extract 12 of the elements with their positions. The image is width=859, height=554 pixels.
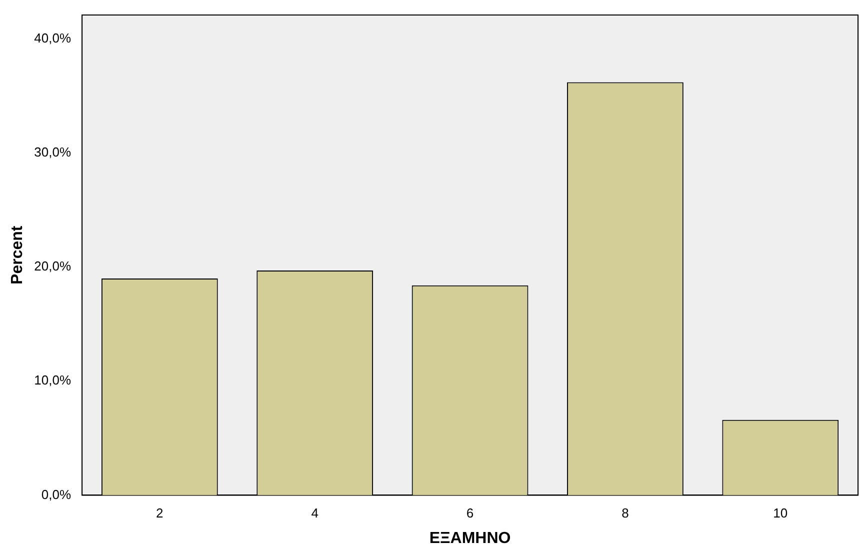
y-tick-label: 30,0%	[34, 144, 72, 160]
y-tick-label: 0,0%	[41, 486, 72, 502]
y-tick-label: 10,0%	[34, 372, 72, 388]
x-axis-title: ΕΞΑΜΗΝΟ	[429, 530, 511, 547]
y-tick-label: 40,0%	[34, 30, 72, 46]
y-tick-label: 20,0%	[34, 258, 72, 274]
x-tick-label: 4	[311, 506, 318, 521]
y-axis-title: Percent	[9, 225, 26, 284]
x-tick-label: 10	[773, 506, 788, 521]
x-tick-label: 8	[622, 506, 629, 521]
x-tick-label: 6	[466, 506, 474, 521]
x-tick-label: 2	[156, 506, 164, 521]
